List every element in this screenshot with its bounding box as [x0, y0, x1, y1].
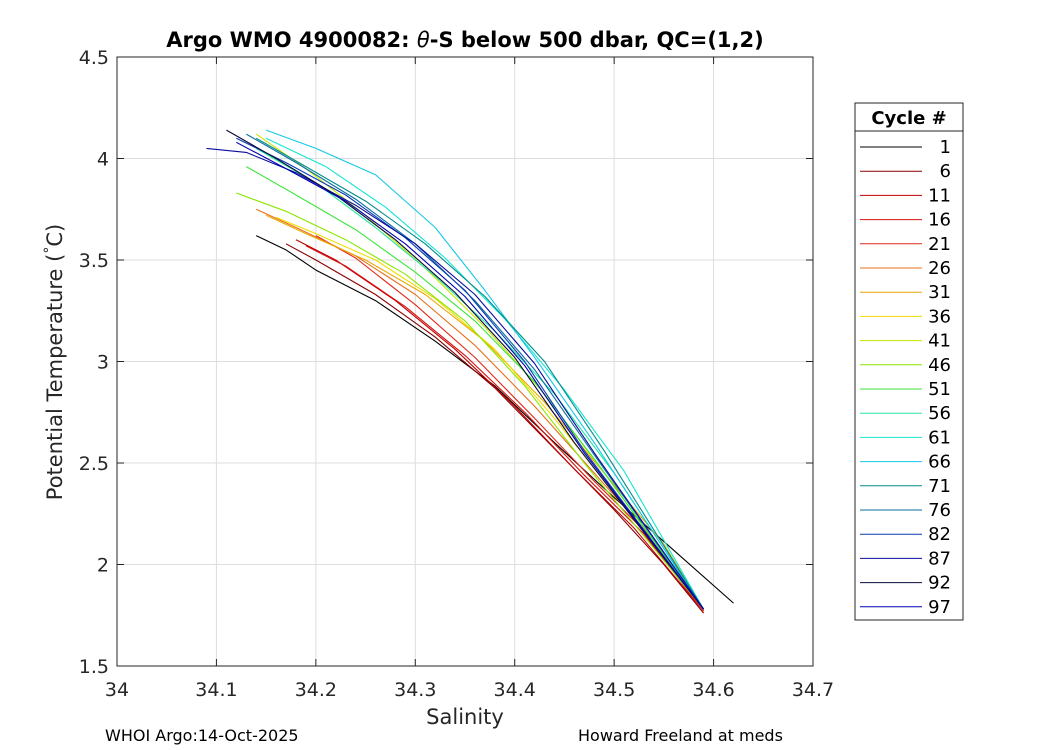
x-tick-label: 34 [105, 679, 129, 701]
legend-label-cycle-51: 51 [928, 379, 951, 400]
legend-title: Cycle # [871, 108, 946, 129]
legend-label-cycle-66: 66 [928, 452, 951, 473]
y-tick-label: 3.5 [79, 250, 109, 272]
legend-label-cycle-26: 26 [928, 258, 951, 279]
legend-label-cycle-71: 71 [928, 476, 951, 497]
series-line-cycle-82 [236, 137, 705, 610]
y-tick-label: 3 [97, 352, 109, 374]
y-tick-label: 4.5 [79, 47, 109, 69]
title-theta: θ [417, 28, 430, 52]
footer-left: WHOI Argo:14-Oct-2025 [105, 726, 299, 745]
y-tick-labels: 1.5 2 2.5 3 3.5 4 4.5 [79, 47, 813, 678]
legend-label-cycle-36: 36 [928, 306, 951, 327]
y-tick-label: 2.5 [79, 453, 109, 475]
y-tick-label: 2 [97, 555, 109, 577]
legend-label-cycle-87: 87 [928, 548, 951, 569]
series-group [206, 129, 734, 614]
legend-label-cycle-11: 11 [928, 185, 951, 206]
x-tick-label: 34.5 [593, 679, 635, 701]
title-prefix: Argo WMO 4900082: [166, 28, 417, 52]
title-suffix: -S below 500 dbar, QC=(1,2) [430, 28, 764, 52]
series-line-cycle-97 [236, 141, 705, 610]
legend-label-cycle-46: 46 [928, 355, 951, 376]
x-tick-label: 34.2 [295, 679, 337, 701]
x-tick-label: 34.1 [195, 679, 237, 701]
x-tick-label: 34.7 [792, 679, 834, 701]
series-line-cycle-66 [265, 129, 705, 610]
x-tick-label: 34.4 [494, 679, 536, 701]
series-line-cycle-51 [246, 166, 705, 610]
legend-label-cycle-31: 31 [928, 282, 951, 303]
y-axis-label: Potential Temperature (°C) [42, 224, 67, 500]
footer-right: Howard Freeland at meds [578, 726, 783, 745]
x-tick-labels: 34 34.1 34.2 34.3 34.4 34.5 34.6 34.7 [105, 57, 834, 701]
legend-label-cycle-21: 21 [928, 234, 951, 255]
x-axis-label: Salinity [426, 705, 504, 729]
series-line-cycle-41 [255, 133, 705, 610]
chart-title: Argo WMO 4900082: θ-S below 500 dbar, QC… [166, 28, 763, 52]
legend-label-cycle-76: 76 [928, 500, 951, 521]
y-tick-label: 1.5 [79, 656, 109, 678]
x-tick-label: 34.3 [394, 679, 436, 701]
legend-label-cycle-41: 41 [928, 331, 951, 352]
x-tick-label: 34.6 [692, 679, 734, 701]
legend-label-cycle-61: 61 [928, 427, 951, 448]
legend-label-cycle-6: 6 [940, 161, 951, 182]
legend-label-cycle-1: 1 [940, 137, 951, 158]
legend-label-cycle-82: 82 [928, 524, 951, 545]
y-label-suffix: C) [43, 224, 67, 247]
legend-label-cycle-16: 16 [928, 210, 951, 231]
series-line-cycle-71 [255, 137, 705, 610]
y-label-prefix: Potential Temperature ( [43, 254, 67, 501]
legend-label-cycle-56: 56 [928, 403, 951, 424]
series-line-cycle-46 [236, 192, 705, 610]
series-line-cycle-92 [226, 129, 705, 610]
series-line-cycle-11 [295, 239, 705, 612]
legend: Cycle # 16111621263136414651566166717682… [854, 102, 964, 621]
gridlines [117, 57, 813, 666]
y-label-degree: ° [42, 247, 58, 254]
legend-label-cycle-92: 92 [928, 573, 951, 594]
y-tick-label: 4 [97, 149, 109, 171]
series-line-cycle-87 [206, 147, 705, 610]
legend-label-cycle-97: 97 [928, 597, 951, 618]
